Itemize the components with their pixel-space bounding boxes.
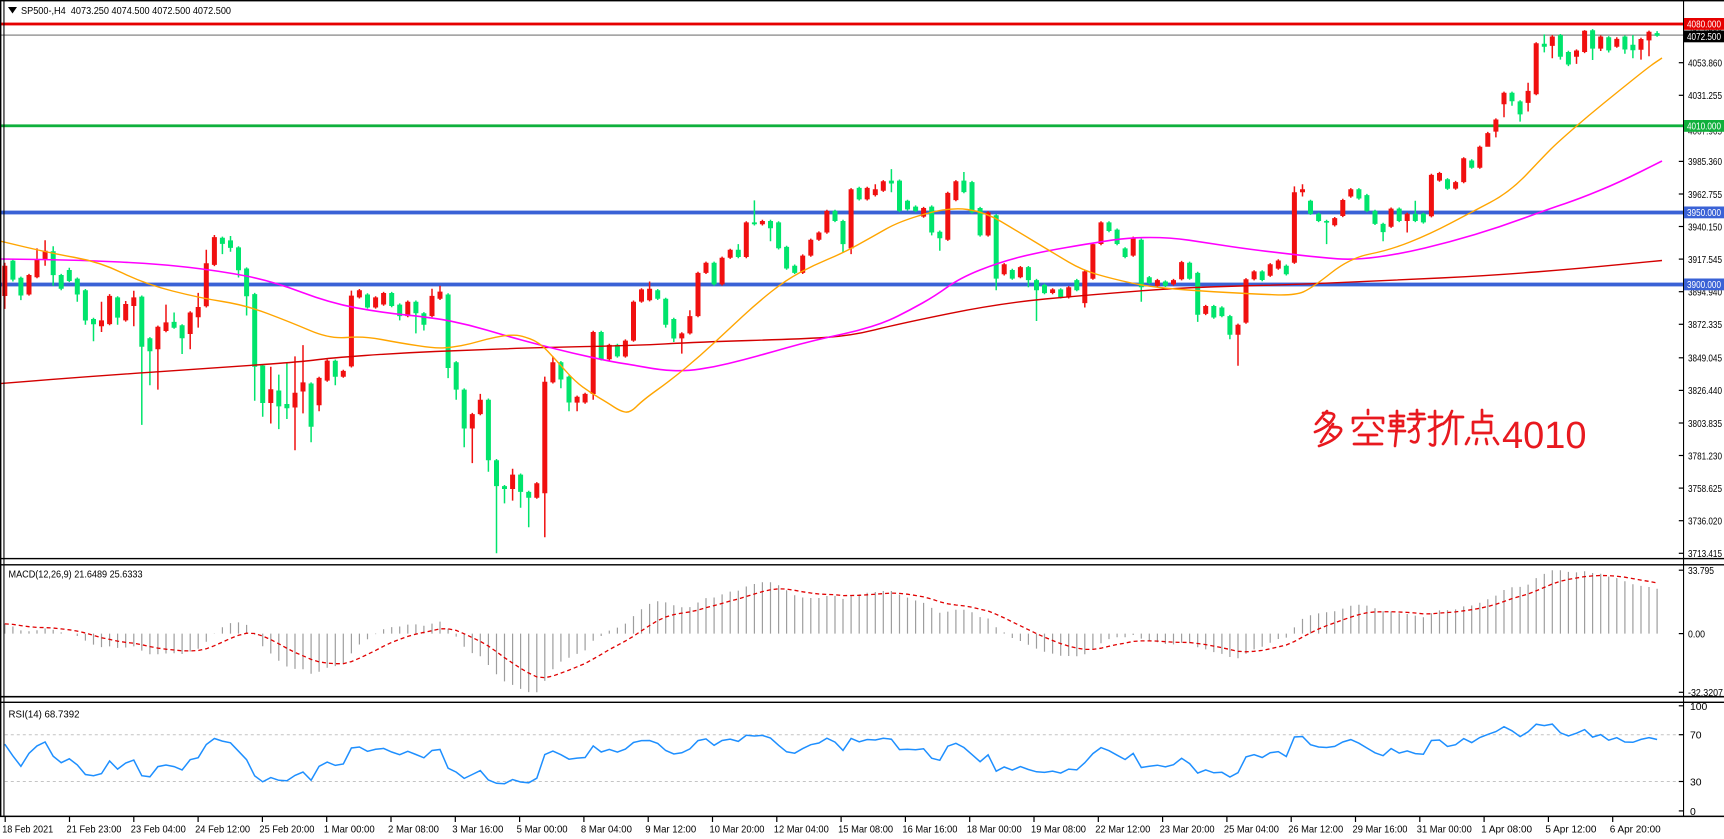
svg-text:3962.755: 3962.755 — [1688, 190, 1722, 201]
svg-text:3713.415: 3713.415 — [1688, 549, 1722, 560]
svg-text:RSI(14) 68.7392: RSI(14) 68.7392 — [9, 709, 80, 720]
svg-text:3940.150: 3940.150 — [1688, 222, 1722, 233]
svg-text:9 Mar 12:00: 9 Mar 12:00 — [645, 825, 696, 836]
svg-text:15 Mar 08:00: 15 Mar 08:00 — [838, 825, 893, 836]
svg-text:18 Feb 2021: 18 Feb 2021 — [2, 825, 53, 836]
svg-text:23 Mar 20:00: 23 Mar 20:00 — [1160, 825, 1215, 836]
svg-text:4080.000: 4080.000 — [1687, 20, 1721, 31]
svg-text:16 Mar 16:00: 16 Mar 16:00 — [902, 825, 957, 836]
svg-text:21 Feb 23:00: 21 Feb 23:00 — [67, 825, 122, 836]
svg-text:30: 30 — [1690, 778, 1702, 789]
svg-text:23 Feb 04:00: 23 Feb 04:00 — [131, 825, 186, 836]
svg-text:10 Mar 20:00: 10 Mar 20:00 — [710, 825, 765, 836]
svg-text:12 Mar 04:00: 12 Mar 04:00 — [774, 825, 829, 836]
svg-text:25 Mar 04:00: 25 Mar 04:00 — [1224, 825, 1279, 836]
svg-text:3900.000: 3900.000 — [1687, 280, 1721, 291]
svg-text:70: 70 — [1690, 731, 1702, 742]
svg-text:4010.000: 4010.000 — [1687, 122, 1721, 133]
svg-text:3803.835: 3803.835 — [1688, 419, 1722, 430]
svg-text:0.00: 0.00 — [1688, 629, 1705, 640]
svg-text:-32.3207: -32.3207 — [1688, 688, 1723, 699]
svg-text:22 Mar 12:00: 22 Mar 12:00 — [1095, 825, 1150, 836]
svg-text:5 Apr 12:00: 5 Apr 12:00 — [1545, 825, 1596, 836]
svg-text:25 Feb 20:00: 25 Feb 20:00 — [259, 825, 314, 836]
svg-text:5 Mar 00:00: 5 Mar 00:00 — [517, 825, 568, 836]
svg-text:3894.940: 3894.940 — [1688, 288, 1722, 299]
svg-text:100: 100 — [1690, 702, 1708, 713]
svg-text:18 Mar 00:00: 18 Mar 00:00 — [967, 825, 1022, 836]
svg-text:6 Apr 20:00: 6 Apr 20:00 — [1610, 825, 1661, 836]
svg-text:1 Mar 00:00: 1 Mar 00:00 — [324, 825, 375, 836]
svg-text:3985.360: 3985.360 — [1688, 157, 1722, 168]
svg-text:3872.335: 3872.335 — [1688, 320, 1722, 331]
svg-text:3917.545: 3917.545 — [1688, 255, 1722, 266]
svg-text:8 Mar 04:00: 8 Mar 04:00 — [581, 825, 632, 836]
svg-text:MACD(12,26,9) 21.6489 25.6333: MACD(12,26,9) 21.6489 25.6333 — [9, 569, 143, 580]
svg-text:19 Mar 08:00: 19 Mar 08:00 — [1031, 825, 1086, 836]
svg-text:2 Mar 08:00: 2 Mar 08:00 — [388, 825, 439, 836]
svg-text:3950.000: 3950.000 — [1687, 208, 1721, 219]
svg-text:SP500-,H4 4073.250 4074.500 4: SP500-,H4 4073.250 4074.500 4072.500 407… — [21, 6, 231, 17]
svg-text:0: 0 — [1690, 807, 1696, 818]
svg-text:3736.020: 3736.020 — [1688, 517, 1722, 528]
svg-text:3758.625: 3758.625 — [1688, 484, 1722, 495]
svg-text:4072.500: 4072.500 — [1687, 32, 1721, 43]
svg-text:1 Apr 08:00: 1 Apr 08:00 — [1481, 825, 1532, 836]
svg-text:4031.255: 4031.255 — [1688, 91, 1722, 102]
svg-text:29 Mar 16:00: 29 Mar 16:00 — [1353, 825, 1408, 836]
svg-text:31 Mar 00:00: 31 Mar 00:00 — [1417, 825, 1472, 836]
svg-text:4053.860: 4053.860 — [1688, 59, 1722, 70]
svg-text:3781.230: 3781.230 — [1688, 451, 1722, 462]
svg-text:3826.440: 3826.440 — [1688, 386, 1722, 397]
svg-text:24 Feb 12:00: 24 Feb 12:00 — [195, 825, 250, 836]
svg-text:3 Mar 16:00: 3 Mar 16:00 — [452, 825, 503, 836]
svg-text:26 Mar 12:00: 26 Mar 12:00 — [1288, 825, 1343, 836]
svg-text:33.795: 33.795 — [1688, 566, 1714, 577]
svg-text:3849.045: 3849.045 — [1688, 354, 1722, 365]
svg-text:4010: 4010 — [1502, 415, 1587, 457]
